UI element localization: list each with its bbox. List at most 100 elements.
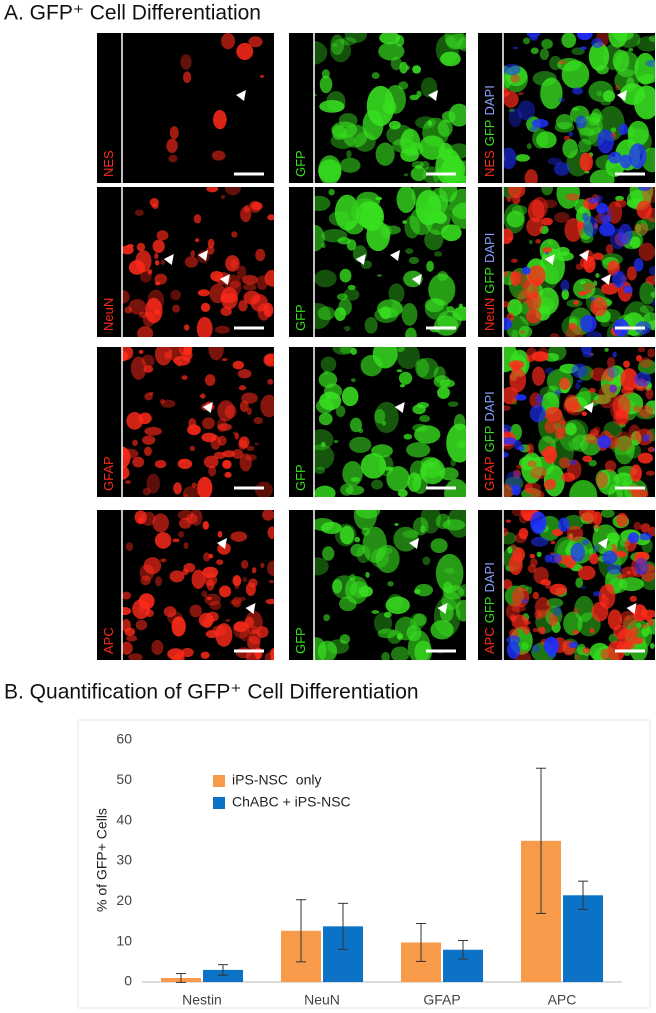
micrograph: NES [97,33,274,183]
cell [600,100,612,106]
cell [517,100,536,121]
cell [184,324,190,331]
cell [509,367,527,393]
cell [580,314,597,333]
cell [639,532,652,541]
cell [358,585,373,597]
cell [540,627,546,635]
cell [390,646,410,660]
cell [215,325,230,334]
cell [381,652,390,660]
cell [240,206,252,223]
arrowhead [245,603,256,614]
cell [396,347,405,352]
cell [410,166,427,182]
cell [535,239,541,244]
image [314,187,466,337]
cell [238,596,246,601]
cell [135,619,148,631]
cell [257,303,271,321]
cell [388,283,405,304]
cell [541,38,553,50]
cell [232,620,250,639]
cell [596,64,609,75]
cell [181,647,194,658]
cell [430,538,448,554]
cell [603,43,623,71]
reporter-label: GFP [293,464,308,491]
cell [634,371,652,387]
cell [393,526,419,552]
cell [221,33,236,50]
cell [507,187,526,199]
cell [230,599,241,606]
cell [539,48,550,61]
cell [435,553,464,593]
cell [649,265,655,276]
cell [190,510,203,526]
cell [208,465,217,477]
cell [255,248,266,262]
cell [424,229,444,251]
cell [626,266,637,281]
cell [590,367,608,382]
cell [160,259,166,265]
cell [409,207,434,236]
cell [548,553,562,564]
cell [238,436,250,449]
channel-label: APC [101,627,116,654]
cell [519,330,526,334]
cell [268,579,274,584]
cell [203,455,219,469]
cell [561,472,576,483]
cell [237,368,252,379]
cell [537,626,546,634]
cell [130,356,147,380]
cell [128,298,147,315]
cell [314,269,337,288]
cell [531,351,549,362]
cell [208,553,214,559]
cell [540,77,563,110]
cell [453,413,466,431]
cell [377,628,397,639]
cell [523,37,531,45]
micrograph: GFAP GFP DAPI [478,347,655,497]
cell [515,394,527,401]
cell [320,441,326,448]
cell [155,281,161,286]
cell [652,448,655,452]
cell [191,569,206,590]
cell [503,386,519,405]
cell [364,316,378,334]
cell [637,452,653,464]
cell [426,260,434,272]
cell [650,642,655,649]
arrowhead [202,402,213,413]
cell [412,404,426,415]
cell [365,571,370,578]
cell [595,202,608,214]
cell [207,238,215,249]
cell [405,327,417,337]
cell [544,367,554,375]
cell [637,359,655,375]
cell [645,470,655,476]
cell [384,84,406,114]
cell [349,436,372,453]
cell [588,42,610,71]
cell [616,512,628,527]
cell [232,575,242,587]
cell [634,52,655,85]
chart-frame [77,719,651,1009]
cell [189,445,196,452]
cell [617,643,623,650]
error-bar [458,939,468,960]
cell [245,582,256,596]
cell [321,242,326,249]
cell [573,607,579,615]
cell [336,293,348,301]
cell [532,627,539,633]
cell [575,577,584,588]
cell [159,399,165,404]
